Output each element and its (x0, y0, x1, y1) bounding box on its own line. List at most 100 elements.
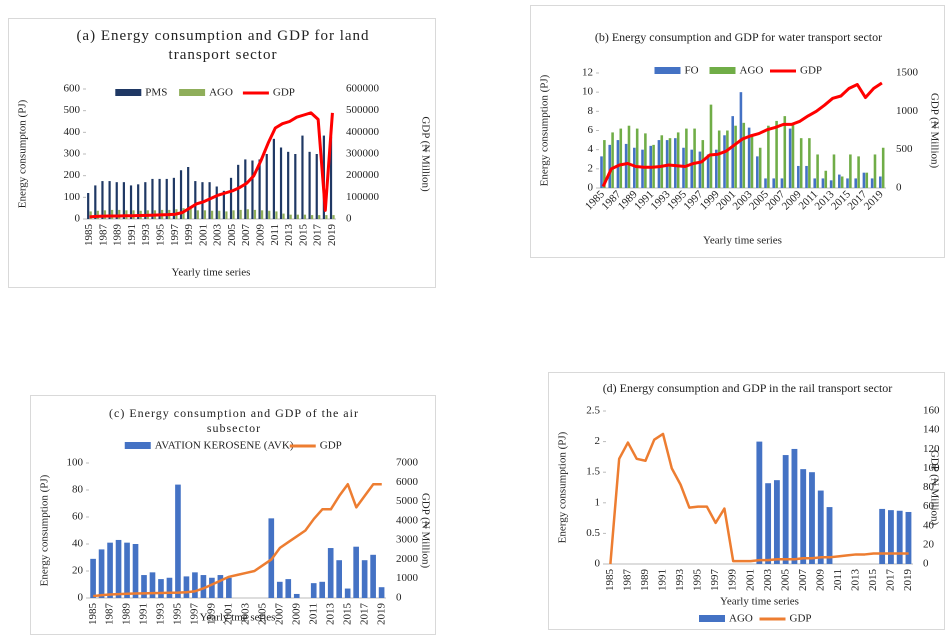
legend-label: FO (685, 65, 699, 77)
y2-tick-label: 0 (896, 182, 902, 194)
bar (329, 136, 333, 219)
x-tick-label: 2019 (902, 569, 914, 592)
x-tick-label: 2003 (240, 603, 252, 626)
legend-swatch (699, 615, 725, 622)
x-tick-label: 2011 (307, 603, 319, 625)
y-axis-label: Energy consumption (PJ) (557, 431, 569, 543)
y-tick-label: 0 (588, 182, 594, 194)
y2-tick-label: 120 (923, 443, 940, 455)
bar (879, 176, 882, 188)
legend-label: GDP (800, 65, 822, 77)
x-tick-label: 2011 (832, 569, 844, 591)
y-tick-label: 40 (72, 538, 84, 550)
bar (310, 583, 317, 598)
bar (635, 128, 639, 188)
bar (862, 172, 866, 188)
bar (115, 182, 118, 219)
bar (685, 128, 688, 188)
bar (824, 170, 828, 188)
chart: 0246810120500100015001985198719891991199… (539, 65, 941, 247)
x-tick-label: 1991 (657, 569, 669, 591)
bar (294, 154, 297, 219)
bar (821, 178, 825, 188)
x-tick-label: 2017 (885, 569, 897, 592)
bar (149, 572, 156, 598)
legend-label: AGO (209, 87, 233, 99)
x-tick-label: 2017 (312, 224, 324, 247)
bar (253, 209, 257, 219)
y-tick-label: 0 (78, 592, 84, 604)
legend-label: GDP (273, 87, 295, 99)
bar (279, 147, 283, 219)
y2-tick-label: 7000 (396, 457, 419, 469)
x-tick-label: 2019 (326, 224, 338, 247)
x-tick-label: 2013 (850, 569, 862, 592)
bar (809, 472, 815, 564)
bar (353, 546, 359, 598)
y-tick-label: 0 (595, 558, 601, 570)
bar (296, 214, 299, 219)
bar (209, 577, 215, 598)
x-tick-label: 1991 (126, 224, 138, 246)
bar (319, 581, 326, 598)
y-axis-label: Energy consumpton (PJ) (17, 99, 29, 208)
y2-tick-label: 20 (923, 538, 935, 550)
y-tick-label: 20 (72, 565, 84, 577)
bar (217, 575, 224, 598)
bar (641, 149, 644, 188)
y-tick-label: 1 (595, 496, 601, 508)
bar (222, 190, 225, 219)
bar (137, 184, 140, 219)
bar (158, 579, 164, 598)
bar (258, 159, 261, 219)
x-tick-label: 2005 (226, 224, 238, 247)
legend-swatch (124, 442, 151, 449)
bar (244, 159, 247, 219)
bar (693, 128, 696, 188)
bar (616, 140, 620, 188)
bar (805, 165, 808, 188)
x-tick-label: 1999 (727, 569, 739, 592)
bar (668, 138, 672, 188)
bar (896, 510, 903, 564)
bar (229, 177, 233, 219)
bar (758, 147, 762, 188)
x-axis-label: Yearly time series (703, 235, 782, 247)
x-tick-label: 1985 (604, 569, 616, 592)
bar (293, 593, 300, 598)
x-tick-label: 2007 (273, 603, 285, 626)
bar (111, 209, 114, 219)
bar (865, 172, 869, 188)
x-tick-label: 1989 (121, 603, 133, 626)
x-tick-label: 2015 (867, 569, 879, 592)
x-tick-label: 1995 (155, 224, 167, 247)
x-tick-label: 1999 (206, 603, 218, 626)
y-tick-label: 4 (588, 143, 594, 155)
bar (816, 154, 819, 188)
chart-title: (a) Energy consumption and GDP for land … (76, 28, 370, 63)
y-tick-label: 8 (588, 105, 594, 117)
x-tick-label: 2019 (375, 603, 387, 626)
y2-tick-label: 300000 (346, 148, 380, 160)
x-tick-label: 1997 (169, 224, 181, 247)
legend-swatch (115, 89, 142, 96)
bar (268, 210, 271, 219)
chart-title: (c) Energy consumption and GDP of the ai… (109, 406, 359, 435)
chart-title: (d) Energy consumption and GDP in the ra… (602, 381, 893, 395)
y2-tick-label: 200000 (346, 169, 380, 181)
y-tick-label: 200 (64, 169, 81, 181)
x-tick-label: 1995 (692, 569, 704, 592)
y-tick-label: 2 (588, 162, 594, 174)
x-tick-label: 2019 (862, 188, 886, 212)
bar (151, 178, 154, 219)
bar (215, 186, 218, 219)
bar (378, 587, 385, 598)
y-tick-label: 6 (588, 124, 594, 136)
bar (211, 210, 214, 219)
x-tick-label: 1985 (83, 224, 95, 247)
legend-swatch (654, 67, 681, 74)
y2-tick-label: 600000 (346, 83, 380, 95)
bar (690, 149, 693, 188)
bar (715, 149, 718, 188)
bar (141, 575, 147, 598)
